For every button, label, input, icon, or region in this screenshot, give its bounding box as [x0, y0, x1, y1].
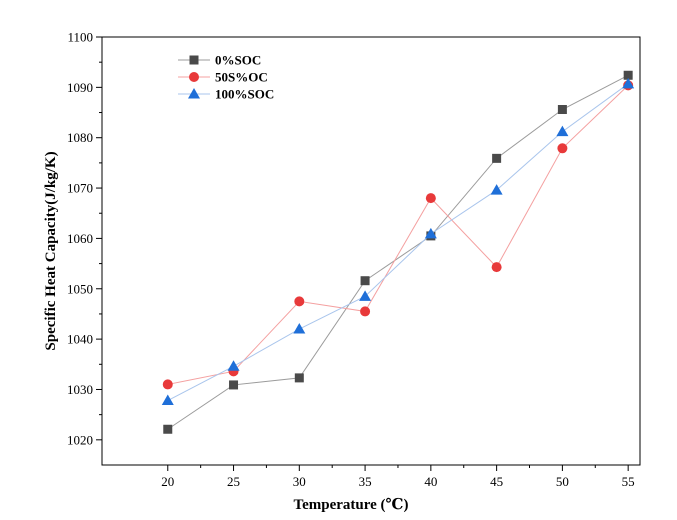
data-point — [161, 394, 174, 406]
y-axis-ticks: 1020 1030 1040 1050 1060 1070 1080 1090 1100 — [67, 30, 102, 447]
x-tick-label: 30 — [293, 474, 306, 489]
series-square — [163, 70, 633, 434]
data-point — [294, 296, 305, 307]
data-point — [623, 70, 633, 80]
x-tick-label: 25 — [227, 474, 240, 489]
legend-item: 50S%OC — [178, 70, 268, 85]
data-point — [163, 424, 173, 434]
data-point — [490, 184, 503, 195]
y-tick-label: 1080 — [67, 130, 93, 145]
data-point — [162, 379, 173, 390]
data-point — [360, 276, 370, 286]
y-tick-label: 1020 — [67, 432, 93, 447]
legend-marker — [188, 88, 200, 99]
plot-area — [101, 36, 641, 466]
data-point — [359, 290, 372, 301]
y-tick-label: 1100 — [67, 30, 93, 45]
legend-marker — [189, 72, 199, 82]
series-line — [167, 84, 629, 385]
series-line — [167, 83, 629, 401]
y-tick-label: 1030 — [67, 382, 93, 397]
data-point — [227, 360, 240, 371]
legend-marker — [189, 55, 199, 65]
data-point — [293, 323, 306, 334]
y-tick-label: 1040 — [67, 332, 93, 347]
series-line — [167, 74, 629, 430]
x-tick-label: 45 — [490, 474, 503, 489]
x-tick-label: 55 — [622, 474, 635, 489]
x-tick-label: 35 — [359, 474, 372, 489]
legend-label: 50S%OC — [215, 70, 268, 85]
series-triangle — [161, 77, 635, 406]
legend-label: 0%SOC — [215, 53, 261, 68]
legend-item: 100%SOC — [178, 87, 274, 102]
x-axis-ticks: 20 25 30 35 40 45 50 55 — [161, 465, 635, 489]
data-point — [622, 77, 635, 89]
y-tick-label: 1050 — [67, 281, 93, 296]
data-point — [557, 105, 567, 115]
x-tick-label: 50 — [556, 474, 569, 489]
series-layer — [161, 70, 635, 434]
y-tick-label: 1070 — [67, 181, 93, 196]
plot-frame — [101, 36, 641, 466]
data-point — [294, 373, 304, 383]
data-point — [556, 125, 569, 137]
y-axis-title: Specific Heat Capacity(J/kg/K) — [43, 151, 59, 350]
legend: 0%SOC 50S%OC 100%SOC — [178, 53, 274, 102]
data-point — [557, 143, 568, 154]
x-tick-label: 40 — [424, 474, 437, 489]
x-axis-title: Temperature (℃) — [293, 497, 408, 513]
y-tick-label: 1090 — [67, 80, 93, 95]
data-point — [424, 227, 437, 239]
legend-label: 100%SOC — [215, 87, 274, 102]
y-tick-label: 1060 — [67, 231, 93, 246]
legend-item: 0%SOC — [178, 53, 261, 68]
data-point — [229, 380, 239, 390]
data-point — [491, 262, 502, 273]
data-point — [492, 153, 502, 163]
data-point — [360, 306, 371, 317]
x-tick-label: 20 — [161, 474, 174, 489]
data-point — [425, 193, 436, 204]
